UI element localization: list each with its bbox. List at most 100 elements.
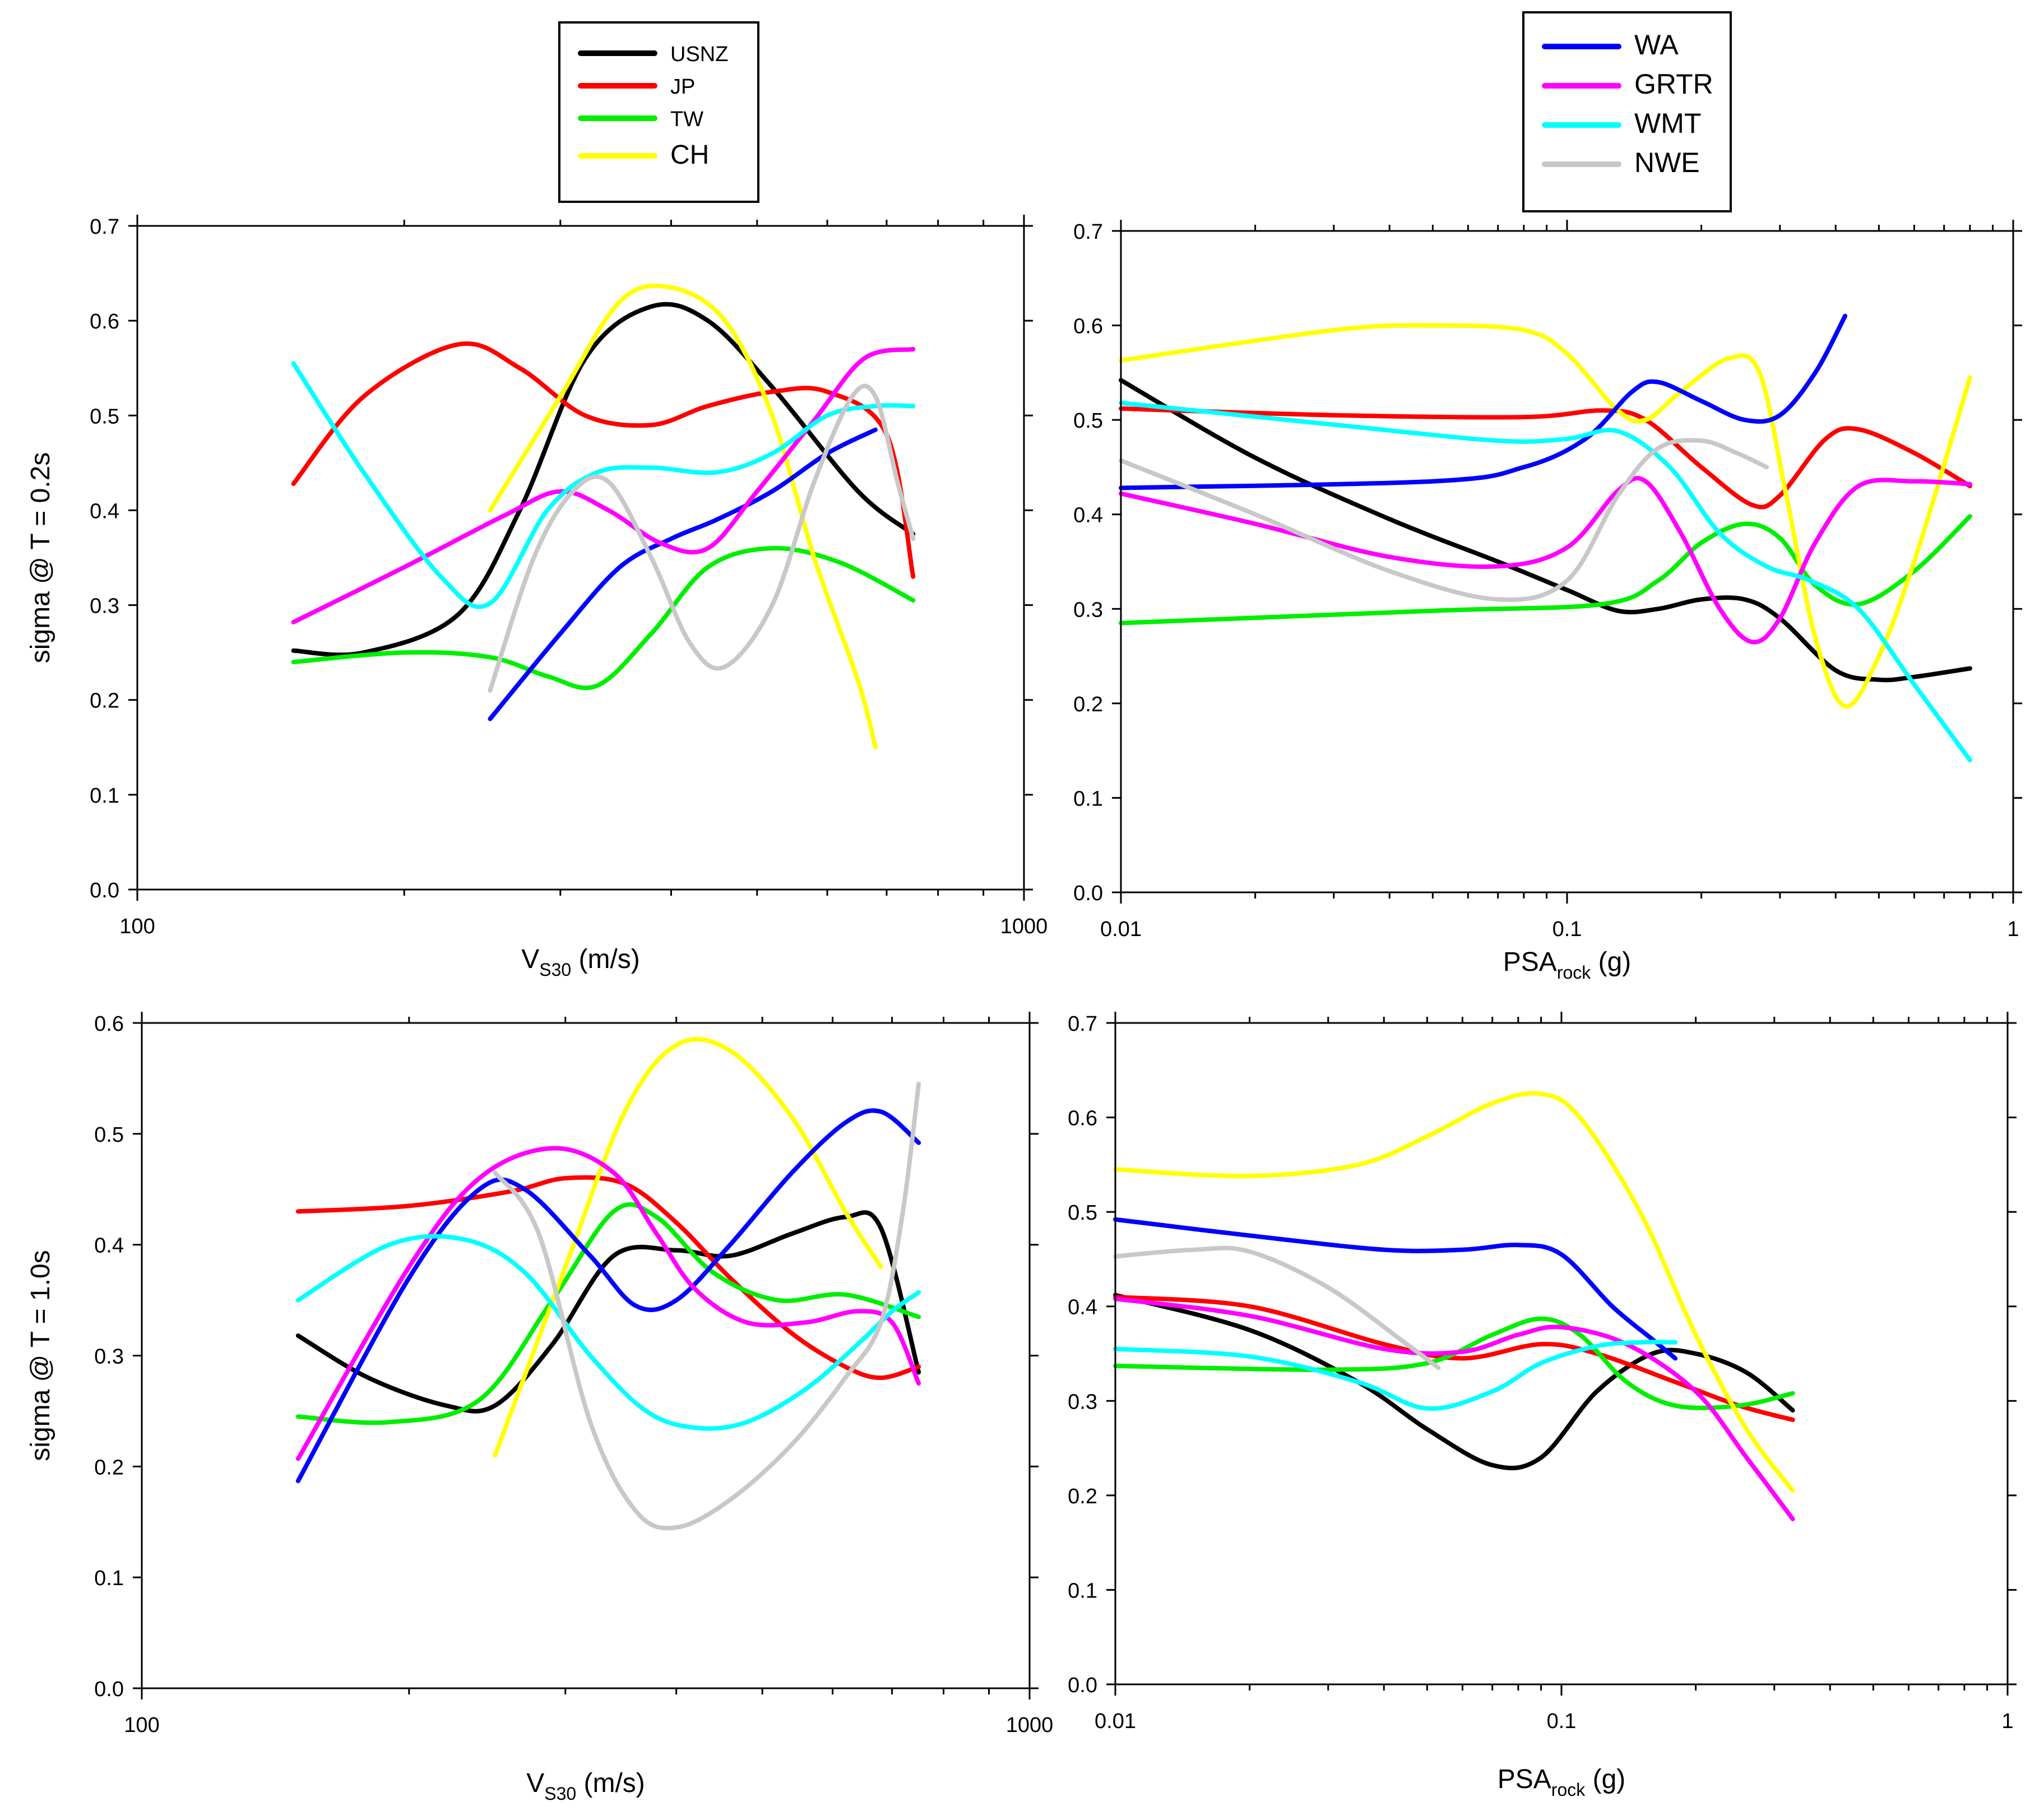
y-tick-label: 0.2 xyxy=(94,1456,124,1479)
plot-frame xyxy=(136,225,1025,891)
series-line-grtr xyxy=(295,1146,921,1461)
y-tick-label: 0.0 xyxy=(1068,1674,1097,1697)
series-line-ch xyxy=(1113,1091,1795,1493)
y-tick-label: 0.7 xyxy=(1073,220,1103,244)
x-axis-label-subscript: S30 xyxy=(544,1784,576,1804)
series-line-nwe xyxy=(1113,1245,1441,1370)
series-line-wa xyxy=(488,427,878,721)
x-axis-label-unit: (m/s) xyxy=(576,1768,645,1798)
series-line-wa xyxy=(295,1108,921,1484)
x-axis-label-main: PSA xyxy=(1503,947,1557,977)
series-line-nwe xyxy=(493,1081,921,1531)
y-tick-label: 0.6 xyxy=(1068,1107,1097,1131)
x-tick-label: 1 xyxy=(2007,918,2019,941)
series-group xyxy=(291,283,916,750)
x-axis-label-main: PSA xyxy=(1498,1765,1551,1794)
chart-panel-2: 0.0 0.1 0.2 0.3 0.4 0.5 0.6 0.7 0.01 0.1 1 PSArock … xyxy=(1073,220,2022,983)
y-axis: 0.0 0.1 0.2 0.3 0.4 0.5 0.6 0.7 xyxy=(1073,220,2022,905)
x-axis-label-main: V xyxy=(526,1768,544,1798)
y-tick-label: 0.5 xyxy=(94,1123,124,1147)
y-tick-label: 0.2 xyxy=(90,689,119,713)
x-axis-label-subscript: S30 xyxy=(539,960,571,980)
series-line-wmt xyxy=(1113,1340,1678,1411)
series-line-wmt xyxy=(295,1234,921,1431)
x-tick-label: 1 xyxy=(2001,1710,2013,1733)
series-line-nwe xyxy=(488,383,916,693)
y-axis-label: sigma @ T = 1.0s xyxy=(26,1250,55,1461)
x-axis-label: VS30 (m/s) xyxy=(526,1768,645,1804)
y-axis-label: sigma @ T = 0.2s xyxy=(26,452,55,663)
legend-label: USNZ xyxy=(670,43,728,66)
y-tick-label: 0.2 xyxy=(1073,693,1103,716)
x-tick-label: 0.1 xyxy=(1547,1710,1577,1733)
y-tick-label: 0.4 xyxy=(1068,1296,1097,1319)
series-group xyxy=(1119,313,1972,762)
y-tick-label: 0.5 xyxy=(1068,1201,1097,1225)
legend-entry-wa: WA xyxy=(1542,29,1679,61)
series-line-usnz xyxy=(295,1210,921,1414)
x-tick-label: 100 xyxy=(124,1714,159,1737)
x-axis-label-main: V xyxy=(521,944,539,974)
series-line-usnz xyxy=(291,302,916,657)
y-tick-label: 0.3 xyxy=(90,595,119,618)
legends: USNZ JP TW CH WA GRTR WMT NWE xyxy=(558,11,1732,212)
y-tick-label: 0.0 xyxy=(90,879,119,902)
series-line-grtr xyxy=(291,346,916,624)
series-line-ch xyxy=(488,283,878,750)
legend-entry-tw: TW xyxy=(578,108,703,131)
legend-label: CH xyxy=(670,140,709,170)
legend-box xyxy=(558,21,759,203)
y-tick-label: 0.1 xyxy=(90,784,119,808)
legend-label: JP xyxy=(670,75,695,99)
y-tick-label: 0.3 xyxy=(94,1345,124,1369)
legend-label: TW xyxy=(670,108,703,131)
y-tick-label: 0.1 xyxy=(94,1567,124,1590)
x-axis-label: PSArock (g) xyxy=(1498,1765,1626,1800)
y-tick-label: 0.6 xyxy=(94,1012,124,1036)
legend-label: WMT xyxy=(1634,108,1701,139)
chart-panel-3: 0.0 0.1 0.2 0.3 0.4 0.5 0.6 100 1000 VS30 (m/s) si… xyxy=(26,1012,1053,1804)
x-axis-label: PSArock (g) xyxy=(1503,947,1632,983)
y-tick-label: 0.4 xyxy=(90,499,119,523)
x-tick-label: 0.1 xyxy=(1552,918,1582,941)
series-line-jp xyxy=(1113,1294,1795,1422)
legend-entry-ch: CH xyxy=(578,140,709,170)
x-axis-label-unit: (g) xyxy=(1591,947,1631,977)
series-line-nwe xyxy=(1119,438,1769,603)
y-axis: 0.0 0.1 0.2 0.3 0.4 0.5 0.6 0.7 xyxy=(1068,1012,2017,1697)
x-axis: 0.01 0.1 1 xyxy=(1100,220,2019,941)
y-tick-label: 0.2 xyxy=(1068,1485,1097,1508)
x-axis-label-unit: (m/s) xyxy=(571,944,640,974)
y-tick-label: 0.4 xyxy=(94,1234,124,1258)
legend-label: NWE xyxy=(1634,147,1700,178)
series-line-usnz xyxy=(1113,1293,1795,1471)
x-axis: 100 1000 xyxy=(119,215,1048,938)
x-tick-label: 1000 xyxy=(1006,1714,1054,1737)
x-tick-label: 0.01 xyxy=(1095,1710,1136,1733)
series-group xyxy=(1113,1091,1795,1521)
series-line-usnz xyxy=(1119,378,1972,683)
legend-entry-nwe: NWE xyxy=(1542,147,1700,178)
legend-entry-usnz: USNZ xyxy=(578,43,728,66)
series-line-jp xyxy=(295,1175,921,1381)
x-tick-label: 1000 xyxy=(1000,915,1048,938)
y-tick-label: 0.5 xyxy=(90,405,119,428)
chart-panel-1: 0.0 0.1 0.2 0.3 0.4 0.5 0.6 0.7 100 1000 VS30 (m/s… xyxy=(26,215,1048,980)
series-line-grtr xyxy=(1119,476,1972,645)
series-line-wa xyxy=(1113,1217,1678,1361)
x-tick-label: 0.01 xyxy=(1100,918,1142,941)
legend-entry-grtr: GRTR xyxy=(1542,68,1713,100)
y-tick-label: 0.6 xyxy=(90,310,119,334)
series-group xyxy=(295,1037,921,1531)
series-line-tw xyxy=(1119,514,1972,626)
legend-entry-jp: JP xyxy=(578,75,695,99)
series-line-wmt xyxy=(291,361,916,609)
y-axis: 0.0 0.1 0.2 0.3 0.4 0.5 0.6 0.7 xyxy=(90,215,1033,902)
series-line-ch xyxy=(493,1037,883,1458)
x-axis-label: VS30 (m/s) xyxy=(521,944,640,980)
y-tick-label: 0.5 xyxy=(1073,409,1103,433)
x-axis: 0.01 0.1 1 xyxy=(1095,1012,2014,1733)
series-line-tw xyxy=(291,546,916,691)
